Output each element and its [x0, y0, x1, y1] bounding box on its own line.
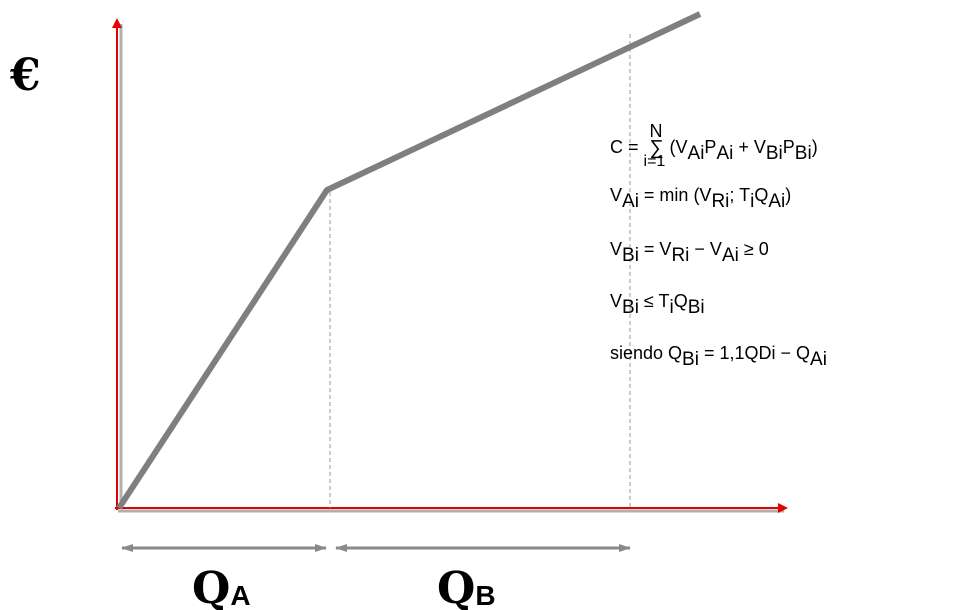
- formula-volume-b-limit: VBi ≤ TiQBi: [610, 291, 705, 318]
- summation-symbol: N ∑ i=1: [643, 121, 666, 170]
- cost-curve: [116, 11, 702, 510]
- y-axis-label: €: [9, 50, 41, 101]
- formula-volume-a: VAi = min (VRi; TiQAi): [610, 185, 792, 212]
- formula-volume-b: VBi = VRi − VAi ≥ 0: [610, 239, 769, 266]
- segment-b-label: QB: [437, 563, 496, 610]
- segment-a-label: QA: [192, 563, 251, 610]
- formula-total-cost: C = N ∑ i=1 (VAiPAi + VBiPBi): [610, 121, 818, 170]
- formula-qb-definition: siendo QBi = 1,1QDi − QAi: [610, 343, 827, 370]
